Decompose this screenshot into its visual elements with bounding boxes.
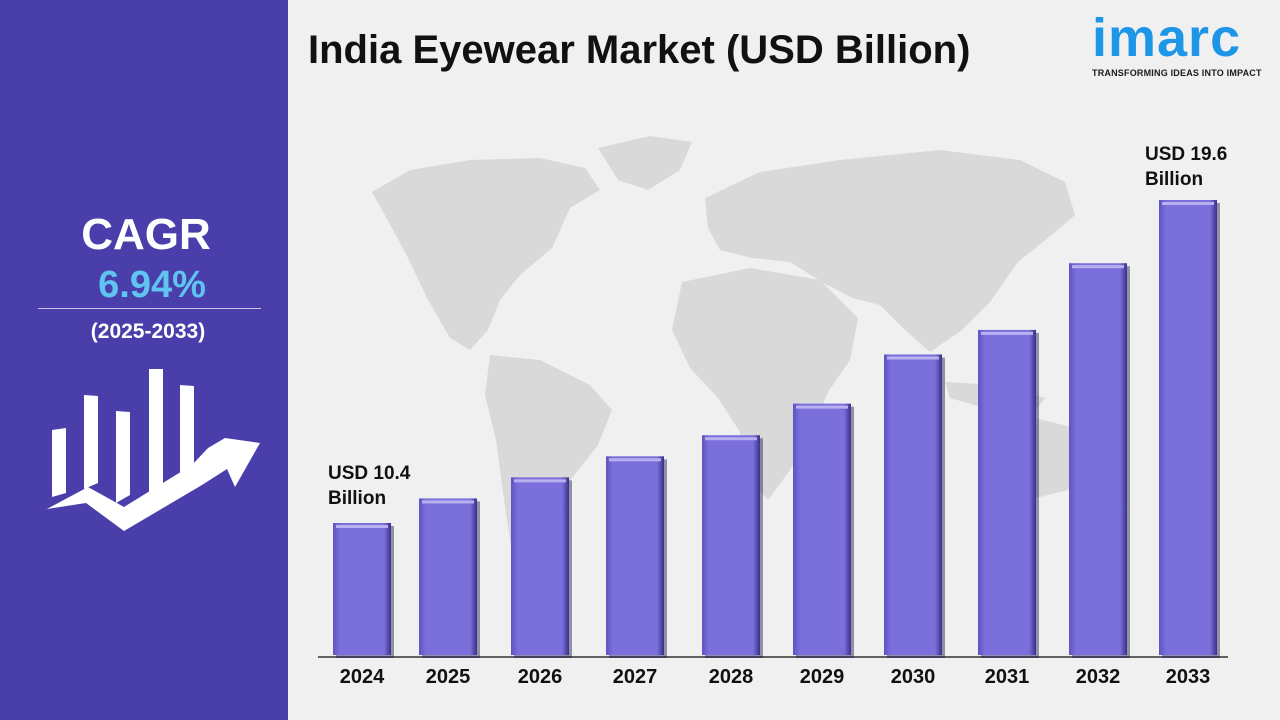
bar-2030 — [884, 354, 942, 655]
x-tick-label-2024: 2024 — [340, 666, 385, 688]
bar-2024 — [333, 523, 391, 655]
bar-highlight-2032 — [1072, 265, 1124, 269]
north-america-shape — [372, 158, 600, 350]
cagr-value: 6.94% — [98, 264, 206, 306]
bar-highlight-2031 — [981, 331, 1033, 335]
bar-2029 — [793, 403, 851, 655]
x-tick-label-2029: 2029 — [800, 666, 845, 688]
bar-highlight-2030 — [887, 356, 939, 360]
imarc-logo: imarc TRANSFORMING IDEAS INTO IMPACT — [1092, 10, 1270, 78]
cagr-divider — [38, 308, 261, 309]
bar-highlight-2028 — [705, 437, 757, 441]
bar-highlight-2027 — [609, 458, 661, 462]
cagr-period: (2025-2033) — [90, 320, 206, 343]
bar-highlight-2025 — [422, 500, 474, 504]
bar-highlight-2026 — [514, 479, 566, 483]
bar-2033 — [1159, 200, 1217, 655]
bar-2032 — [1069, 263, 1127, 655]
x-tick-label-2025: 2025 — [426, 666, 471, 688]
bar-2031 — [978, 329, 1036, 655]
x-tick-label-2032: 2032 — [1076, 666, 1121, 688]
bar-highlight-2033 — [1162, 202, 1214, 205]
x-tick-label-2031: 2031 — [985, 666, 1030, 688]
last-bar-annotation: USD 19.6 Billion — [1145, 142, 1227, 192]
first-bar-annotation: USD 10.4 Billion — [328, 461, 410, 511]
x-tick-label-2026: 2026 — [518, 666, 563, 688]
x-tick-label-2030: 2030 — [891, 666, 936, 688]
first-annotation-line1: USD 10.4 — [328, 463, 411, 484]
chart-title: India Eyewear Market (USD Billion) — [308, 28, 971, 72]
bar-2027 — [606, 456, 664, 655]
logo-wordmark: imarc — [1092, 8, 1242, 68]
bar-2025 — [419, 498, 477, 655]
bar-highlight-2029 — [796, 405, 848, 409]
cagr-label: CAGR — [81, 210, 211, 259]
x-tick-label-2028: 2028 — [709, 666, 754, 688]
europe-asia-shape — [705, 150, 1075, 352]
logo-tagline: TRANSFORMING IDEAS INTO IMPACT — [1092, 68, 1262, 78]
last-annotation-line2: Billion — [1145, 169, 1204, 190]
last-annotation-line1: USD 19.6 — [1145, 144, 1228, 165]
bar-2028 — [702, 435, 760, 655]
africa-shape — [672, 268, 858, 500]
x-tick-label-2033: 2033 — [1166, 666, 1211, 688]
cagr-sidebar: CAGR 6.94% (2025-2033) — [0, 0, 288, 720]
bar-highlight-2024 — [336, 525, 388, 528]
x-tick-label-2027: 2027 — [613, 666, 658, 688]
growth-chart-icon — [45, 369, 260, 531]
first-annotation-line2: Billion — [328, 488, 387, 509]
bar-2026 — [511, 477, 569, 655]
greenland-shape — [598, 136, 692, 190]
